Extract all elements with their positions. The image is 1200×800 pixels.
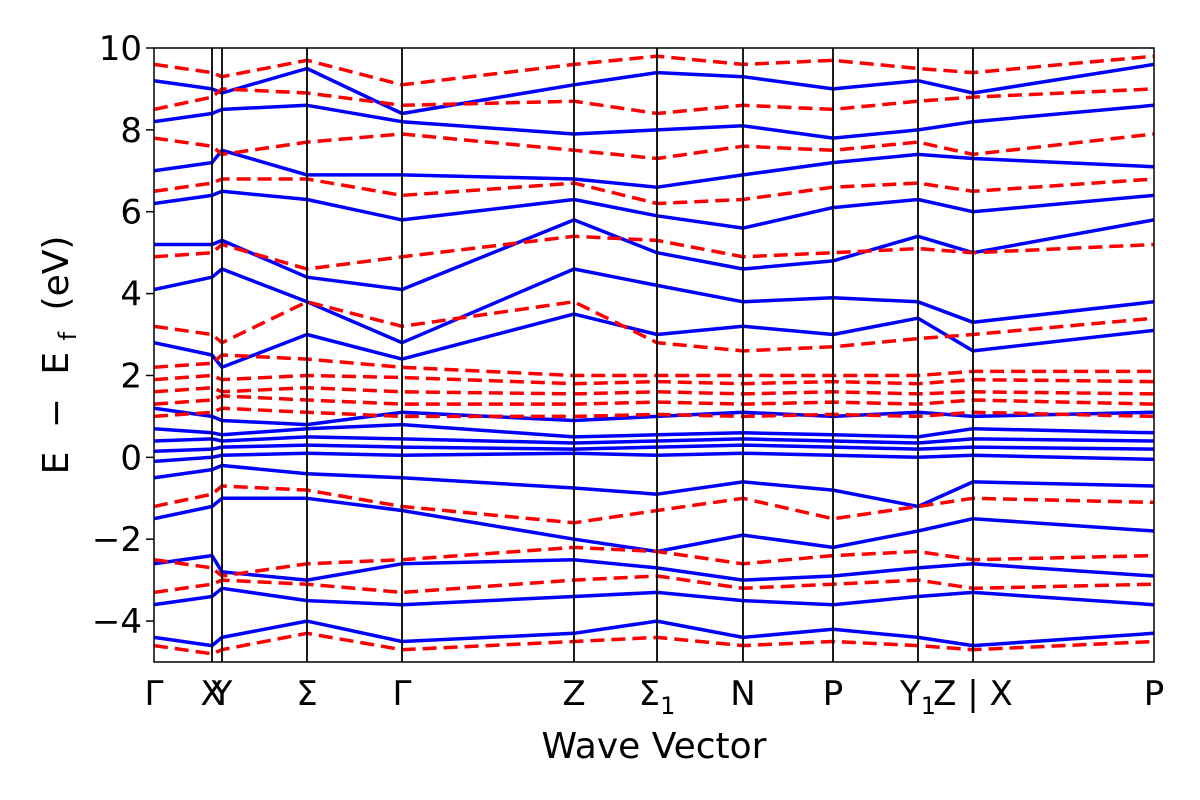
y-axis-label-minus: − [36, 398, 77, 428]
solid-band-line-5 [154, 406, 1154, 427]
high-symmetry-lines [211, 48, 974, 662]
y-axis-label: E − E f (eV) [36, 236, 85, 475]
solid-band-line-8 [154, 586, 1154, 607]
dashed-band-line-12 [154, 132, 1154, 161]
y-tick-label: 2 [120, 356, 142, 396]
x-tick-label: P [1144, 674, 1165, 714]
dashed-band-line-4 [154, 406, 1154, 419]
y-tick-label: −2 [92, 520, 142, 560]
x-tick-label: P [823, 674, 844, 714]
solid-band-line-14 [154, 148, 1154, 189]
solid-band-line-9 [154, 619, 1154, 648]
x-axis-label: Wave Vector [542, 726, 767, 767]
solid-band-line-0 [154, 443, 1154, 453]
dashed-band-line-3 [154, 353, 1154, 378]
dashed-band-line-13 [154, 87, 1154, 116]
solid-band-line-15 [154, 103, 1154, 140]
solid-band-line-2 [154, 451, 1154, 464]
plot-frame [153, 47, 1155, 663]
solid-band-line-11 [154, 267, 1154, 345]
x-tick-label: Γ [393, 674, 412, 714]
x-tick-label: Σ1 [639, 674, 676, 720]
dashed-band-line-7 [154, 545, 1154, 578]
y-tick-label: −4 [92, 602, 142, 642]
y-axis-label-e2: E [36, 352, 77, 375]
y-axis-label-sub: f [54, 331, 82, 340]
solid-band-line-6 [154, 496, 1154, 554]
y-tick-label: 6 [120, 193, 142, 233]
dashed-band-line-11 [154, 177, 1154, 206]
solid-band-line-1 [154, 435, 1154, 445]
solid-band-line-10 [154, 312, 1154, 370]
y-tick-label: 8 [120, 111, 142, 151]
dashed-band-line-14 [154, 54, 1154, 87]
x-tick-label: Σ [296, 674, 317, 714]
dashed-band-line-6 [154, 484, 1154, 525]
x-tick-label: X [200, 674, 223, 714]
dashed-band-line-1 [154, 385, 1154, 396]
x-tick-label: Z | X [933, 674, 1013, 714]
dashed-band-line-0 [154, 394, 1154, 406]
x-tick-label: N [730, 674, 755, 714]
x-tick-label: Y1 [899, 674, 936, 720]
y-ticks: −4 −2 0 2 4 6 8 10 [92, 29, 154, 642]
dashed-band-line-2 [154, 373, 1154, 386]
solid-band-line-3 [154, 422, 1154, 439]
solid-band-line-13 [154, 189, 1154, 230]
solid-band-line-7 [154, 553, 1154, 582]
x-tick-label: Y [211, 674, 233, 714]
y-tick-label: 0 [120, 438, 142, 478]
solid-band-line-4 [154, 463, 1154, 509]
y-axis-label-e: E [36, 452, 77, 475]
dashed-band-line-9 [154, 631, 1154, 656]
y-tick-label: 4 [120, 275, 142, 315]
y-tick-label: 10 [99, 29, 142, 69]
series-layer [154, 54, 1154, 656]
y-axis-label-unit: (eV) [36, 236, 77, 311]
dashed-band-line-8 [154, 574, 1154, 595]
x-tick-label: Z [562, 674, 585, 714]
solid-band-line-12 [154, 218, 1154, 292]
dashed-band-line-5 [154, 300, 1154, 353]
dashed-band-line-10 [154, 234, 1154, 271]
x-tick-label: Γ [145, 674, 164, 714]
